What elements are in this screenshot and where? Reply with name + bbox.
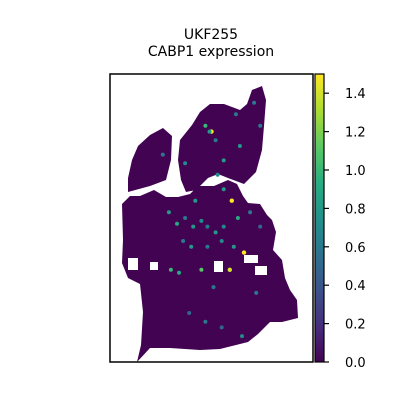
expression-spot-33 [240, 334, 244, 339]
expression-spot-40 [237, 144, 242, 148]
expression-spot-2 [207, 129, 212, 134]
expression-spot-18 [235, 216, 240, 220]
expression-spot-27 [168, 267, 173, 272]
colorbar-tick-label-6: 1.2 [345, 126, 366, 141]
expression-spot-17 [221, 224, 226, 229]
expression-spot-16 [213, 230, 218, 235]
chart-title-line1: UKF255 [184, 27, 238, 43]
expression-spots [160, 100, 263, 339]
expression-spot-22 [219, 239, 224, 243]
expression-spot-26 [177, 270, 181, 275]
expression-spot-36 [258, 224, 263, 229]
expression-spot-25 [199, 267, 204, 272]
colorbar [314, 73, 325, 363]
expression-spot-29 [211, 285, 216, 290]
expression-spot-0 [203, 123, 208, 128]
expression-spot-28 [227, 267, 232, 272]
colorbar-tick-label-0: 0.0 [345, 356, 366, 371]
plot-frame [109, 73, 314, 363]
expression-spot-30 [187, 311, 192, 315]
chart-title-line2: CABP1 expression [148, 44, 274, 60]
expression-spot-38 [183, 161, 188, 166]
expression-spot-41 [258, 123, 263, 128]
expression-spot-39 [193, 198, 198, 203]
colorbar-tick-label-3: 0.6 [345, 241, 366, 256]
expression-spot-23 [231, 244, 236, 249]
expression-spot-32 [219, 325, 224, 330]
tissue-holes [128, 255, 267, 275]
expression-spot-14 [199, 218, 204, 223]
expression-spot-34 [254, 290, 259, 295]
expression-spot-12 [183, 216, 188, 220]
expression-spot-4 [221, 158, 226, 163]
colorbar-tick-label-2: 0.4 [345, 279, 366, 294]
expression-spot-5 [233, 112, 238, 117]
expression-spot-21 [205, 244, 210, 249]
expression-spot-7 [215, 172, 220, 177]
expression-spot-6 [252, 100, 257, 105]
expression-spot-11 [175, 221, 179, 226]
expression-spot-9 [229, 198, 234, 203]
colorbar-tick-label-5: 1.0 [345, 164, 366, 179]
colorbar-axis: 0.0 0.2 0.4 0.6 0.8 1.0 1.2 1.4 [324, 87, 366, 371]
expression-spot-8 [221, 187, 226, 192]
colorbar-tick-label-1: 0.2 [345, 318, 366, 333]
expression-spot-31 [203, 319, 208, 324]
expression-spot-35 [248, 210, 253, 215]
expression-spot-3 [213, 138, 218, 143]
expression-spot-13 [191, 224, 196, 229]
expression-spot-24 [241, 250, 247, 255]
expression-spot-19 [181, 239, 186, 243]
expression-spot-20 [189, 244, 194, 249]
expression-spot-10 [166, 210, 171, 215]
expression-spot-15 [205, 224, 210, 229]
colorbar-tick-label-4: 0.8 [345, 202, 366, 217]
expression-spot-37 [160, 152, 165, 157]
colorbar-tick-label-7: 1.4 [345, 87, 366, 102]
